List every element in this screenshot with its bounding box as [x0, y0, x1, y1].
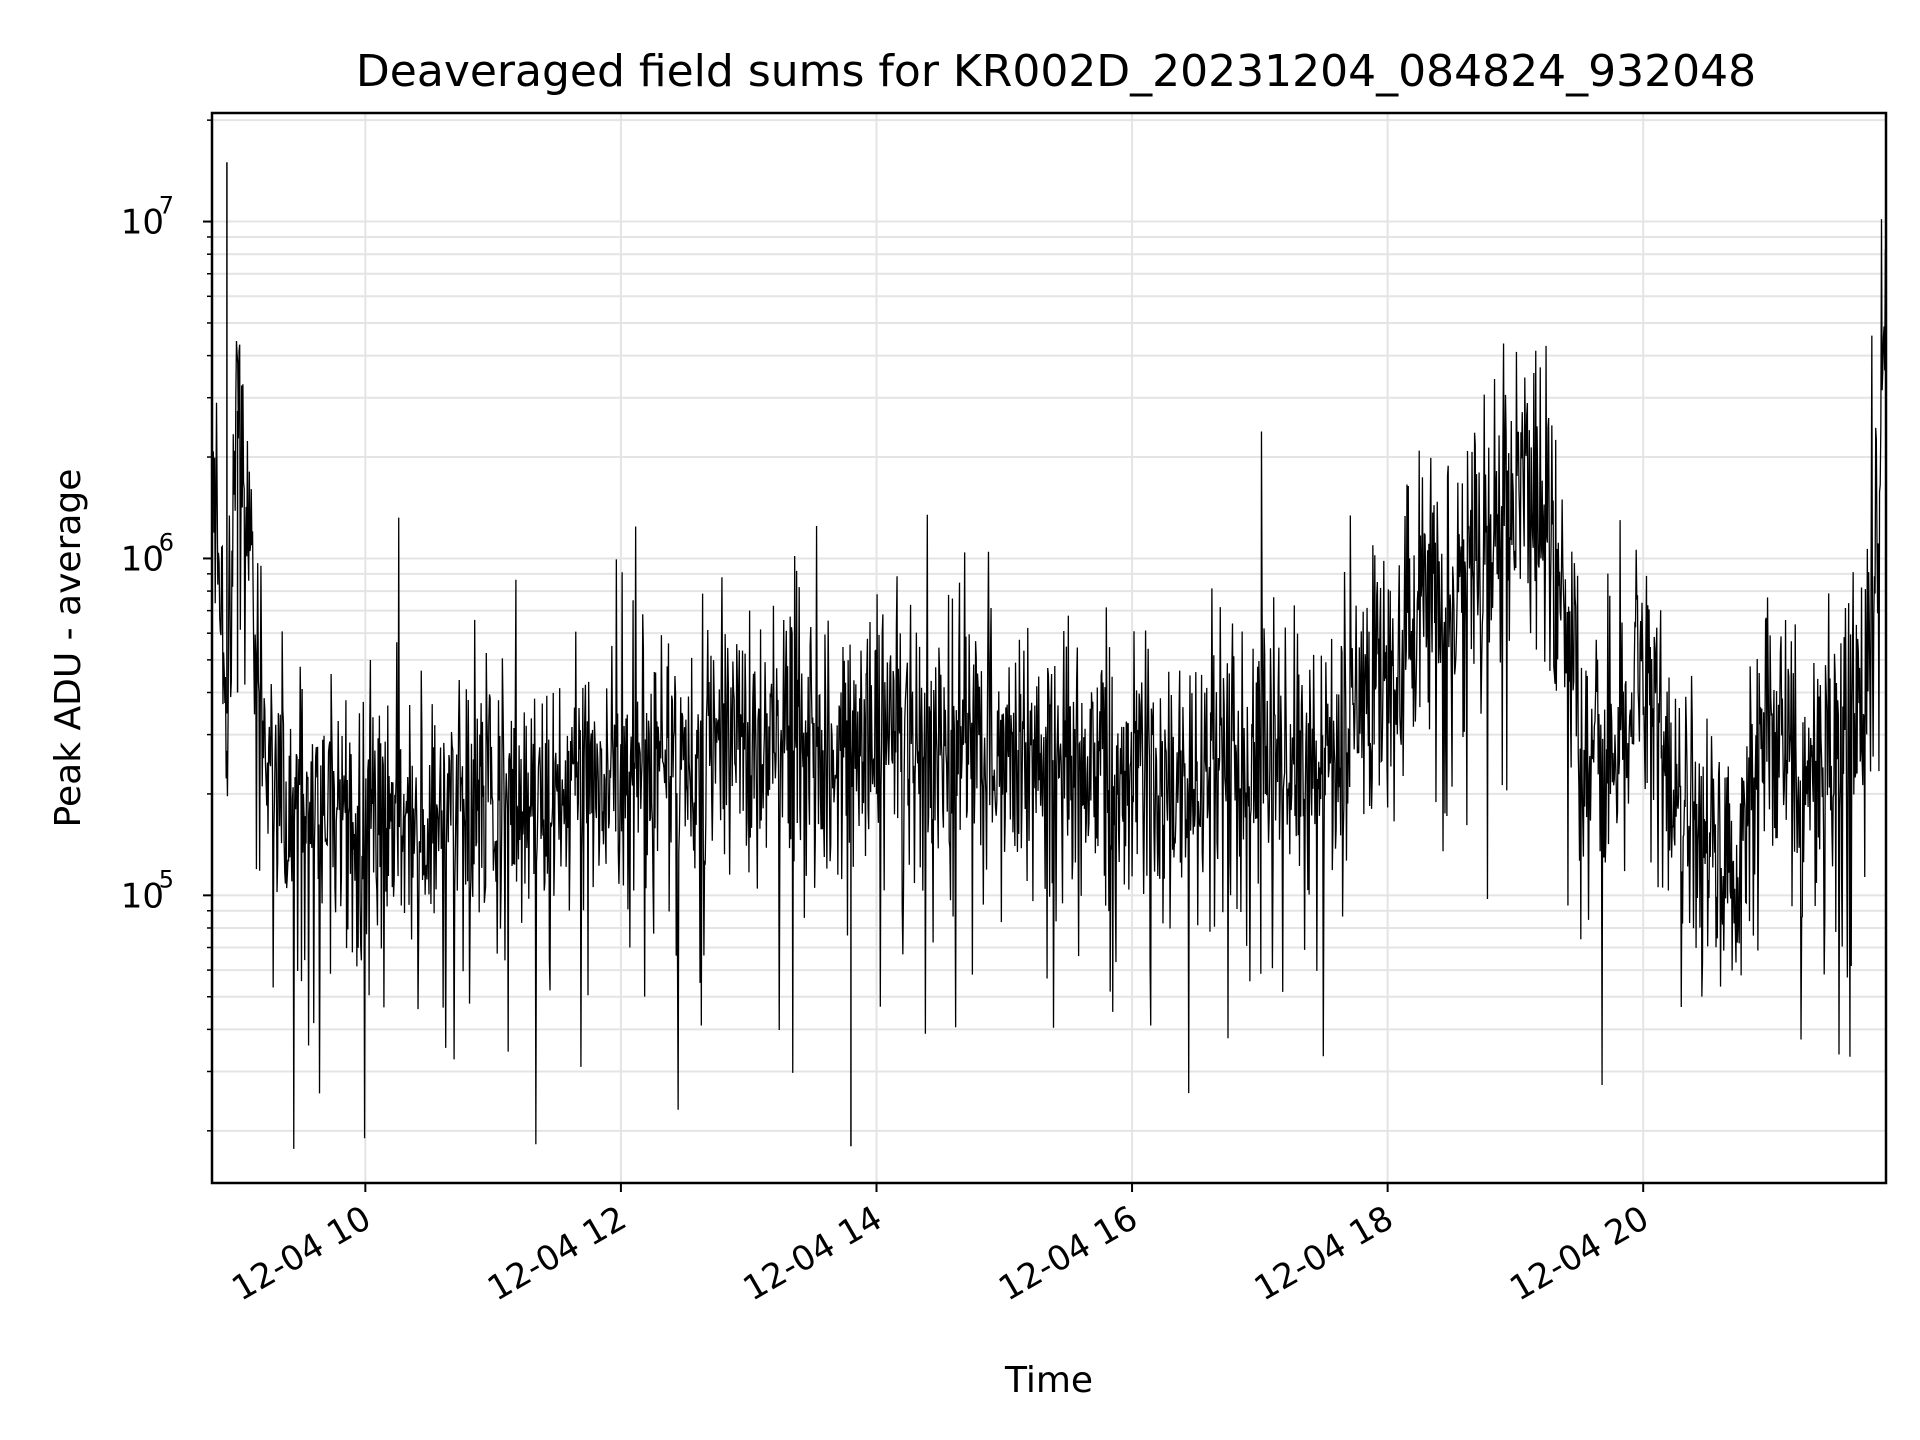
y-tick-base: 10 — [121, 203, 164, 243]
series-line — [212, 219, 1886, 1149]
y-tick-label: 10 — [121, 876, 164, 916]
x-tick-label: 12-04 10 — [225, 1198, 377, 1309]
y-tick-base: 10 — [121, 539, 164, 579]
y-tick-exponent: 5 — [159, 865, 174, 893]
x-tick-label: 12-04 12 — [481, 1198, 633, 1309]
y-tick-label: 10 — [121, 539, 164, 579]
y-tick-exponent: 6 — [159, 528, 174, 556]
x-axis-ticks: 12-04 10 12-04 12 12-04 14 12-04 16 12-04 18… — [225, 1183, 1656, 1309]
x-tick-label: 12-04 14 — [737, 1198, 889, 1309]
x-tick-label: 12-04 16 — [992, 1198, 1144, 1309]
y-tick-exponent: 7 — [159, 192, 174, 220]
x-axis-label: Time — [1004, 1360, 1093, 1401]
y-axis-label: Peak ADU - average — [48, 469, 89, 828]
chart-title: Deaveraged field sums for KR002D_2023120… — [356, 46, 1756, 97]
x-tick-label: 12-04 18 — [1248, 1198, 1400, 1309]
y-tick-label: 10 — [121, 203, 164, 243]
x-tick-label: 12-04 20 — [1503, 1198, 1655, 1309]
plot-frame — [210, 111, 1888, 1185]
y-tick-base: 10 — [121, 876, 164, 916]
